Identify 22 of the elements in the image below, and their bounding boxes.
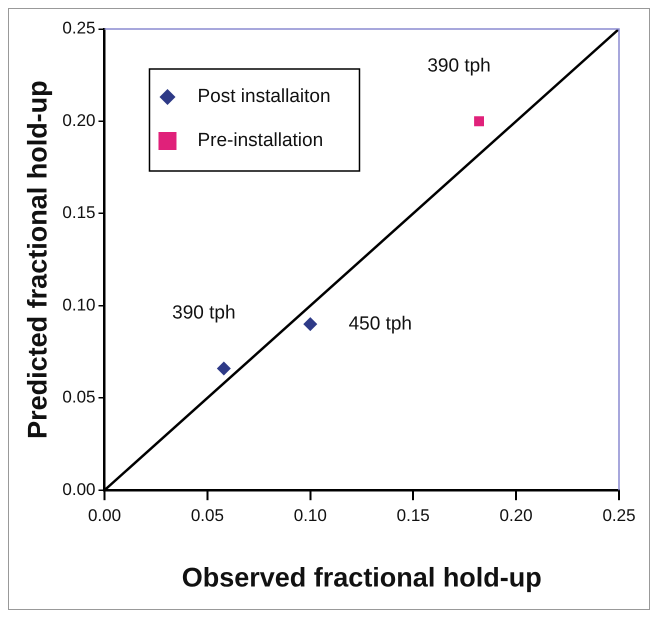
point	[474, 116, 484, 126]
y-tick-label: 0.25	[62, 18, 96, 38]
y-tick-label: 0.15	[62, 203, 96, 222]
x-tick-label: 0.10	[294, 506, 327, 526]
y-tick-label: 0.05	[62, 388, 96, 407]
annotation: 450 tph	[348, 313, 412, 334]
point	[303, 317, 318, 332]
x-tick-label: 0.05	[190, 506, 224, 526]
x-tick-label: 0.00	[88, 506, 122, 526]
point	[216, 361, 231, 376]
x-tick-label: 0.15	[396, 506, 430, 526]
legend-label: Pre-installation	[197, 130, 324, 152]
x-tick-label: 0.20	[500, 506, 533, 526]
y-axis-title: Predicted fractional hold-up	[22, 80, 53, 439]
annotation: 390 tph	[427, 55, 491, 76]
x-tick-label: 0.25	[602, 506, 636, 526]
y-tick-label: 0.10	[62, 295, 96, 314]
y-tick-label: 0.20	[62, 110, 96, 130]
x-axis-title: Observed fractional hold-up	[182, 562, 542, 592]
annotation: 390 tph	[172, 302, 236, 324]
y-tick-label: 0.00	[62, 480, 96, 499]
legend-label: Post installaiton	[197, 86, 331, 108]
